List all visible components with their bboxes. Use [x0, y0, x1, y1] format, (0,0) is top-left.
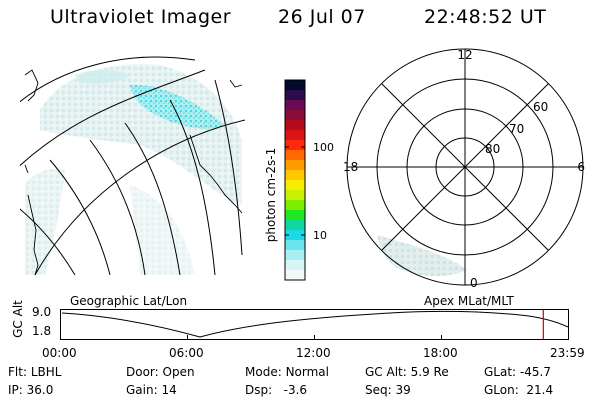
time-tick-0000: 00:00: [42, 346, 77, 360]
glon-field: GLon: 21.4: [484, 383, 554, 397]
mlt-label-0: 0: [470, 276, 478, 290]
mlt-label-12: 12: [457, 48, 472, 62]
colorbar-unit-label: photon cm-2s-1: [264, 147, 278, 243]
colorbar-segment: [285, 140, 305, 151]
time-tick-2359: 23:59: [550, 346, 585, 360]
aurora-glow: [40, 64, 242, 205]
colorbar-segment: [285, 210, 305, 221]
gain-field: Gain: 14: [126, 383, 177, 397]
colorbar-segment: [285, 90, 305, 101]
time-tick-1200: 12:00: [296, 346, 331, 360]
altitude-tick-max: 9.0: [32, 305, 52, 319]
colorbar-segment: [285, 260, 305, 271]
colorbar: [284, 79, 306, 281]
gc-alt-field: GC Alt: 5.9 Re: [365, 365, 449, 379]
colorbar-segment: [285, 130, 305, 141]
colorbar-segment: [285, 230, 305, 241]
colorbar-tick-10: 10: [313, 229, 327, 242]
door-field: Door: Open: [126, 365, 195, 379]
colorbar-segment: [285, 110, 305, 121]
colorbar-segment: [285, 240, 305, 251]
altitude-plot: [60, 309, 569, 340]
colorbar-segment: [285, 180, 305, 191]
mlat-label-80: 80: [485, 142, 500, 156]
colorbar-segment: [285, 170, 305, 181]
colorbar-segment: [285, 120, 305, 131]
colorbar-segment: [285, 80, 305, 91]
time-tick-0600: 06:00: [169, 346, 204, 360]
altitude-tick-min: 1.8: [32, 324, 52, 338]
altitude-curve: [61, 310, 569, 338]
mlt-label-18: 18: [343, 160, 358, 174]
time-label: 22:48:52 UT: [424, 6, 547, 28]
colorbar-segment: [285, 250, 305, 261]
apex-caption: Apex MLat/MLT: [424, 294, 514, 308]
date-label: 26 Jul 07: [278, 6, 366, 28]
colorbar-segment: [285, 220, 305, 231]
dsp-field: Dsp: -3.6: [245, 383, 308, 397]
mlt-label-6: 6: [577, 160, 585, 174]
colorbar-segment: [285, 190, 305, 201]
colorbar-segment: [285, 270, 305, 281]
instrument-title: Ultraviolet Imager: [50, 6, 232, 28]
colorbar-segment: [285, 100, 305, 111]
aurora-bright: [130, 84, 225, 129]
mode-field: Mode: Normal: [245, 365, 329, 379]
polar-plot: 12 18 6 0 60 70 80: [343, 48, 585, 290]
mlat-label-70: 70: [509, 122, 524, 136]
seq-field: Seq: 39: [365, 383, 411, 397]
colorbar-segment: [285, 200, 305, 211]
colorbar-segment: [285, 150, 305, 161]
ip-field: IP: 36.0: [8, 383, 54, 397]
geographic-map: [20, 56, 245, 275]
time-tick-1800: 18:00: [423, 346, 458, 360]
geographic-caption: Geographic Lat/Lon: [70, 294, 188, 308]
polar-aurora-patch: [377, 235, 467, 277]
glat-field: GLat: -45.7: [484, 365, 551, 379]
mlat-label-60: 60: [533, 100, 548, 114]
altitude-axis-label: GC Alt: [11, 300, 25, 338]
filter-field: Flt: LBHL: [8, 365, 62, 379]
colorbar-segment: [285, 160, 305, 171]
colorbar-tick-100: 100: [313, 141, 334, 154]
